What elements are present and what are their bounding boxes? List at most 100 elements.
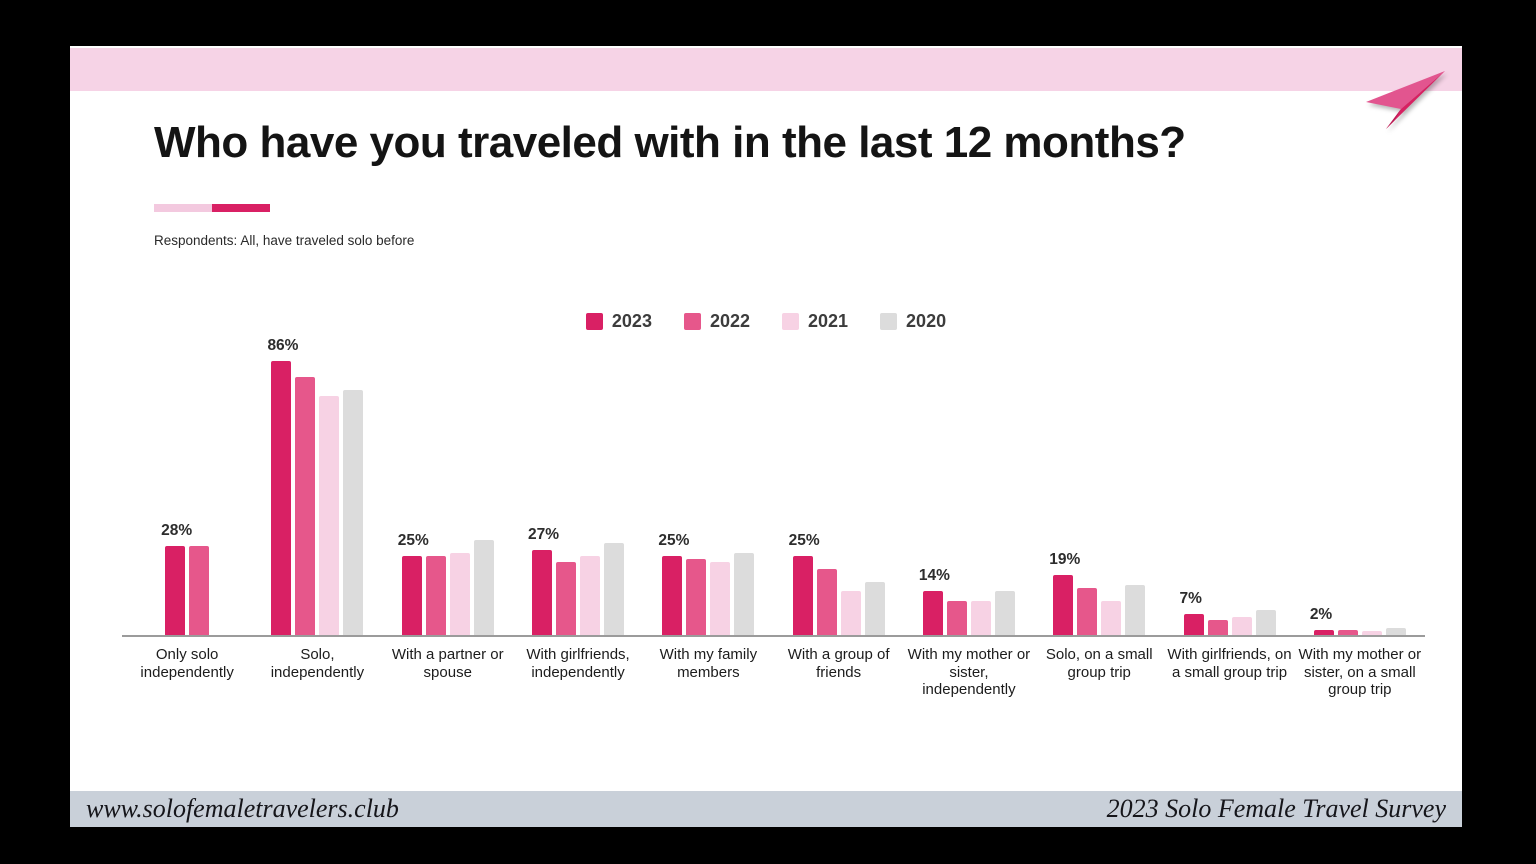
- footer-website: www.solofemaletravelers.club: [86, 794, 399, 823]
- bar-2020: [1385, 628, 1406, 636]
- footer-survey-title: 2023 Solo Female Travel Survey: [1106, 794, 1446, 823]
- bar-2022: [1207, 620, 1228, 636]
- header-band: [70, 48, 1462, 91]
- bar-group: 28% Only solo independently: [122, 324, 252, 699]
- bar-2022: [816, 568, 837, 636]
- value-label: 25%: [788, 532, 820, 549]
- paper-plane-icon: [1366, 71, 1445, 129]
- bar-2023: 28%: [161, 522, 192, 636]
- bar-2020: [343, 389, 364, 636]
- bar-2021: [1101, 600, 1122, 636]
- chart-legend: 2023 2022 2021 2020: [70, 311, 1462, 332]
- title-underline: [154, 204, 270, 212]
- bar-group: 19% Solo, on a small group trip: [1034, 324, 1164, 699]
- category-label: Only solo independently: [140, 646, 234, 681]
- legend-item: 2020: [880, 311, 946, 332]
- value-label: 27%: [528, 525, 560, 543]
- legend-swatch: [585, 313, 603, 330]
- slide: Who have you traveled with in the last 1…: [70, 46, 1462, 827]
- bar-2021: [580, 556, 601, 636]
- bar-cluster: 2%: [1310, 324, 1406, 636]
- bar-cluster: 25%: [398, 324, 494, 636]
- legend-label: 2023: [611, 311, 652, 331]
- category-label: With girlfriends, independently: [526, 646, 630, 681]
- bar-chart-groups: 28% Only solo independently 86% Solo, indep…: [122, 324, 1425, 699]
- bar-2023: 25%: [789, 532, 820, 636]
- bar-2020: [1125, 584, 1146, 636]
- bar-group: 27% With girlfriends, independently: [513, 324, 643, 699]
- bar-2023: 25%: [398, 532, 429, 636]
- bar-2020: [864, 581, 885, 636]
- value-label: 25%: [658, 532, 690, 549]
- category-label: With a partner or spouse: [391, 646, 504, 681]
- bar-2020: [994, 591, 1015, 636]
- title-underline-dark-segment: [212, 204, 270, 212]
- bar-2022: [1077, 588, 1098, 636]
- category-label: With my mother or sister, on a small gro…: [1298, 646, 1422, 699]
- bar-2021: [970, 600, 991, 636]
- legend-item: 2023: [585, 311, 652, 332]
- bar-2023: 27%: [528, 526, 559, 636]
- bar-2021: [449, 552, 470, 636]
- footer-bar: www.solofemaletravelers.club 2023 Solo F…: [70, 791, 1462, 827]
- bar-2021: [1361, 631, 1382, 636]
- bar-2020: [604, 543, 625, 636]
- legend-item: 2021: [782, 311, 848, 332]
- bar-group: 86% Solo, independently: [252, 324, 382, 699]
- bar-2023: 7%: [1180, 590, 1204, 636]
- category-label: Solo, independently: [270, 646, 365, 681]
- legend-swatch: [683, 313, 701, 330]
- legend-item: 2022: [683, 311, 750, 332]
- bar-2021: [319, 396, 340, 636]
- bar-2023: 2%: [1310, 606, 1334, 636]
- bar-2022: [686, 559, 707, 636]
- legend-swatch: [880, 313, 898, 330]
- bar-cluster: 25%: [658, 324, 755, 636]
- bar-cluster: 7%: [1180, 324, 1276, 636]
- legend-label: 2022: [709, 311, 750, 331]
- value-label: 25%: [397, 532, 429, 549]
- x-axis-line: [122, 635, 1425, 637]
- value-label: 2%: [1309, 605, 1333, 623]
- value-label: 19%: [1049, 551, 1081, 569]
- bar-group: 25% With my family members: [643, 324, 773, 699]
- bar-cluster: 25%: [789, 324, 885, 636]
- bar-2023: 25%: [658, 532, 689, 636]
- bar-2022: [189, 546, 210, 636]
- bar-2021: [1231, 616, 1252, 636]
- bar-cluster: 27%: [528, 324, 625, 636]
- bar-2022: [556, 562, 577, 636]
- category-label: With girlfriends, on a small group trip: [1167, 646, 1292, 681]
- category-label: With a group of friends: [787, 646, 890, 681]
- category-label: With my family members: [659, 646, 758, 681]
- legend-swatch: [782, 313, 799, 330]
- bar-group: 25% With a partner or spouse: [383, 324, 513, 699]
- value-label: 7%: [1179, 589, 1202, 607]
- category-label: Solo, on a small group trip: [1045, 646, 1153, 681]
- title-underline-light-segment: [154, 204, 212, 212]
- legend-label: 2020: [906, 311, 947, 331]
- bar-group: 14% With my mother or sister, independent…: [904, 324, 1034, 699]
- bar-2023: 86%: [267, 337, 298, 636]
- bar-cluster: 28%: [161, 324, 210, 636]
- bar-chart: 28% Only solo independently 86% Solo, indep…: [122, 324, 1425, 699]
- bar-2023: 19%: [1049, 551, 1080, 636]
- bar-group: 7% With girlfriends, on a small group tri…: [1164, 324, 1294, 699]
- bar-2023: 14%: [919, 567, 950, 636]
- bar-cluster: 86%: [267, 324, 364, 636]
- bar-2020: [1255, 610, 1276, 636]
- page-title: Who have you traveled with in the last 1…: [154, 118, 1186, 167]
- bar-2022: [1337, 629, 1358, 636]
- value-label: 86%: [267, 336, 299, 354]
- bar-cluster: 14%: [919, 324, 1015, 636]
- bar-2021: [710, 562, 731, 636]
- category-label: With my mother or sister, independently: [907, 646, 1031, 699]
- bar-2021: [840, 591, 861, 636]
- bar-2020: [734, 552, 755, 636]
- bar-2020: [473, 540, 494, 636]
- bar-cluster: 19%: [1049, 324, 1146, 636]
- value-label: 14%: [918, 567, 950, 585]
- legend-label: 2021: [808, 311, 849, 331]
- bar-2022: [295, 376, 316, 636]
- bar-group: 25% With a group of friends: [773, 324, 903, 699]
